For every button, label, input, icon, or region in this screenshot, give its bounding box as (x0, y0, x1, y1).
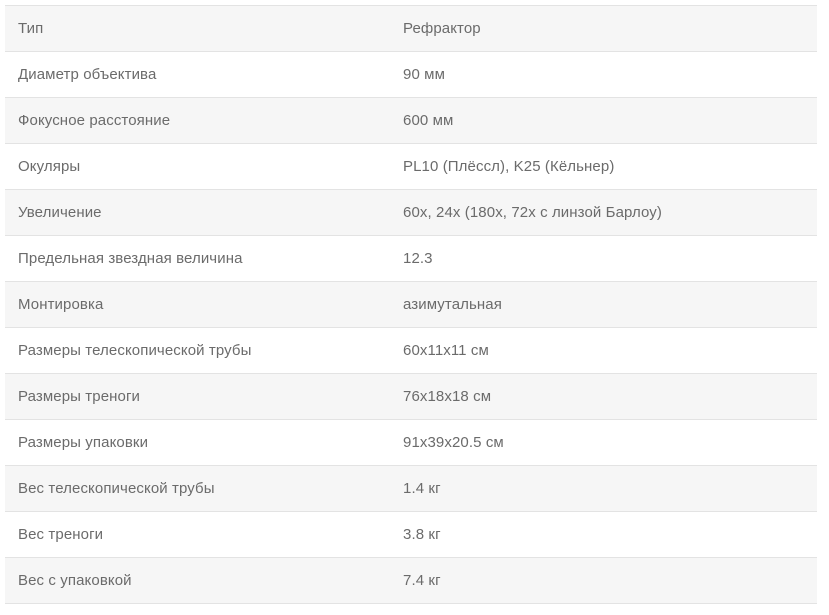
table-row: Размеры треноги 76x18x18 см (5, 373, 817, 419)
table-row: Размеры упаковки 91x39x20.5 см (5, 419, 817, 465)
spec-value: 7.4 кг (403, 572, 441, 589)
spec-label: Размеры телескопической трубы (18, 342, 252, 359)
table-row: Вес с упаковкой 7.4 кг (5, 557, 817, 604)
spec-value: 1.4 кг (403, 480, 441, 497)
spec-value: 91x39x20.5 см (403, 434, 504, 451)
spec-label: Окуляры (18, 158, 81, 175)
spec-label: Фокусное расстояние (18, 112, 171, 129)
table-row: Вес треноги 3.8 кг (5, 511, 817, 557)
spec-value: PL10 (Плёссл), K25 (Кёльнер) (403, 158, 615, 175)
spec-value: 60x, 24x (180x, 72x с линзой Барлоу) (403, 204, 662, 221)
spec-label: Размеры треноги (18, 388, 141, 405)
table-row: Увеличение 60x, 24x (180x, 72x с линзой … (5, 189, 817, 235)
table-row: Диаметр объектива 90 мм (5, 51, 817, 97)
spec-label: Вес телескопической трубы (18, 480, 215, 497)
spec-value: 3.8 кг (403, 526, 441, 543)
table-row: Вес телескопической трубы 1.4 кг (5, 465, 817, 511)
spec-label: Тип (18, 20, 44, 37)
spec-label: Увеличение (18, 204, 102, 221)
spec-label: Вес с упаковкой (18, 572, 132, 589)
table-row: Размеры телескопической трубы 60x11x11 с… (5, 327, 817, 373)
spec-label: Вес треноги (18, 526, 104, 543)
spec-value: азимутальная (403, 296, 502, 313)
spec-label: Диаметр объектива (18, 66, 157, 83)
spec-label: Монтировка (18, 296, 104, 313)
spec-value: 60x11x11 см (403, 342, 489, 359)
table-row: Окуляры PL10 (Плёссл), K25 (Кёльнер) (5, 143, 817, 189)
specifications-table: Тип Рефрактор Диаметр объектива 90 мм Фо… (5, 5, 817, 604)
spec-value: 90 мм (403, 66, 445, 83)
spec-value: 600 мм (403, 112, 454, 129)
table-row: Монтировка азимутальная (5, 281, 817, 327)
spec-label: Размеры упаковки (18, 434, 149, 451)
table-row: Тип Рефрактор (5, 5, 817, 51)
spec-value: 12.3 (403, 250, 433, 267)
spec-value: Рефрактор (403, 20, 481, 37)
table-row: Фокусное расстояние 600 мм (5, 97, 817, 143)
table-row: Предельная звездная величина 12.3 (5, 235, 817, 281)
spec-value: 76x18x18 см (403, 388, 492, 405)
spec-label: Предельная звездная величина (18, 250, 243, 267)
